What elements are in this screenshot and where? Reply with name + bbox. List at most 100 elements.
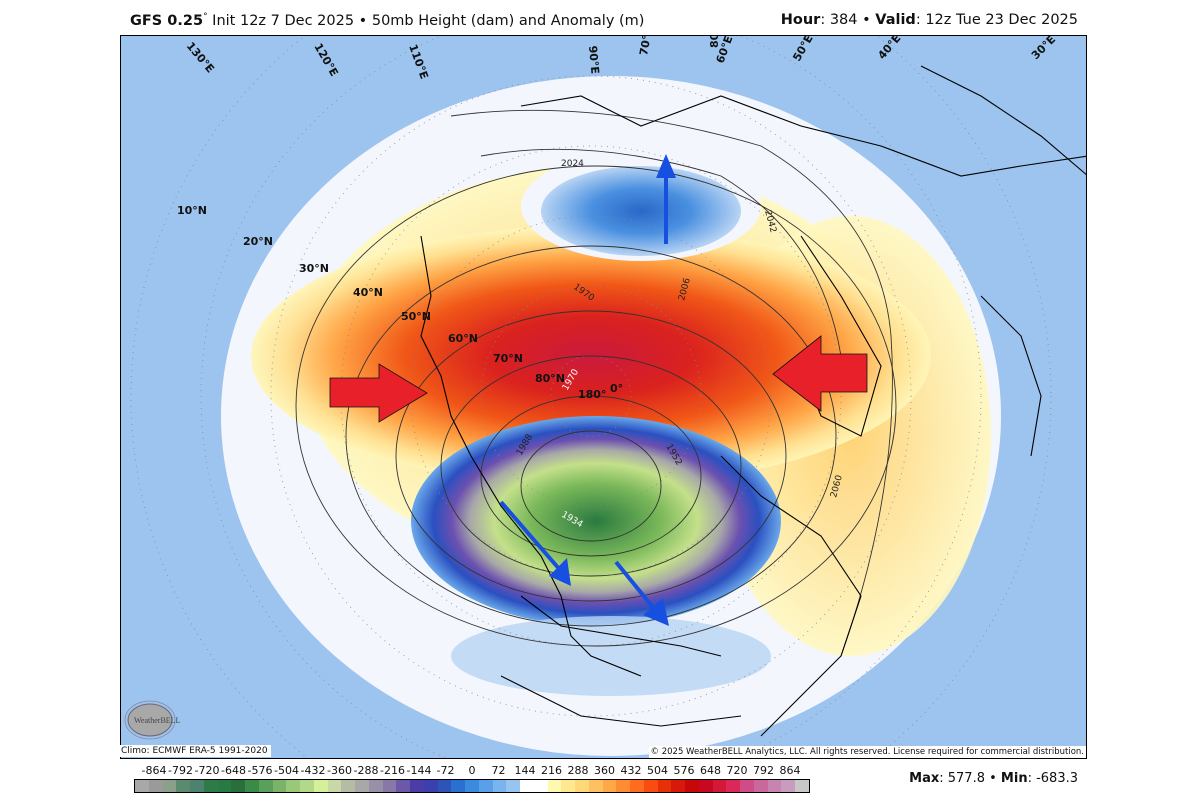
- lon-label-70e: 70°E: [637, 36, 655, 57]
- colorbar-swatch: [698, 780, 713, 792]
- colorbar-tick: 144: [514, 764, 536, 777]
- max-min-values: Max: 577.8 • Min: -683.3: [909, 771, 1078, 786]
- lon-label-80e: 80°E: [708, 36, 721, 48]
- colorbar-tick: 864: [779, 764, 801, 777]
- colorbar-swatch: [355, 780, 369, 792]
- colorbar-tick: 288: [567, 764, 589, 777]
- colorbar-tick: -792: [168, 764, 193, 777]
- colorbar-swatch: [451, 780, 465, 792]
- colorbar-swatch: [148, 780, 163, 792]
- colorbar-tick: -720: [194, 764, 220, 777]
- colorbar-swatch: [135, 780, 149, 792]
- colorbar-swatch: [217, 780, 232, 792]
- colorbar-swatch: [753, 780, 768, 792]
- colorbar-tick: -648: [221, 764, 246, 777]
- map-canvas: 10°N 20°N 30°N 40°N 50°N 60°N 70°N 80°N …: [121, 36, 1086, 758]
- colorbar-swatch: [726, 780, 740, 792]
- colorbar-swatch: [588, 780, 603, 792]
- colorbar-swatch: [437, 780, 452, 792]
- colorbar-swatch: [231, 780, 245, 792]
- colorbar-tick: 720: [726, 764, 748, 777]
- contour-label: 2024: [561, 159, 584, 169]
- colorbar-tick: 72: [491, 764, 506, 777]
- colorbar-swatch: [795, 780, 809, 792]
- lat-label-30: 30°N: [299, 262, 329, 275]
- lat-label-70: 70°N: [493, 352, 523, 365]
- lat-label-50: 50°N: [401, 310, 431, 323]
- colorbar-tick-labels: -864 -792 -720 -648 -576 -504 -432 -360 -288 -216…: [134, 764, 810, 778]
- colorbar-swatch: [478, 780, 493, 792]
- colorbar-swatch: [203, 780, 218, 792]
- colorbar-swatch: [368, 780, 383, 792]
- blue-arrow-downright-east: [614, 560, 669, 626]
- colorbar-swatch: [767, 780, 782, 792]
- colorbar-tick: 432: [620, 764, 642, 777]
- blue-arrow-downright-west: [499, 500, 571, 586]
- colorbar-tick: -432: [300, 764, 326, 777]
- colorbar-swatch: [602, 780, 617, 792]
- colorbar-tick: -72: [436, 764, 455, 777]
- red-arrow-right: [329, 363, 428, 423]
- colorbar-tick: 504: [647, 764, 668, 777]
- lat-label-40: 40°N: [353, 286, 383, 299]
- colorbar-swatch: [382, 780, 397, 792]
- init-time: Init 12z 7 Dec 2025: [207, 12, 355, 29]
- colorbar-swatch: [520, 780, 534, 792]
- colorbar-swatch: [685, 780, 699, 792]
- colorbar-tick: -864: [141, 764, 167, 777]
- colorbar-tick: 648: [700, 764, 721, 777]
- colorbar-swatch: [423, 780, 438, 792]
- colorbar-swatch: [671, 780, 685, 792]
- colorbar-swatch: [341, 780, 355, 792]
- colorbar-swatch: [245, 780, 259, 792]
- colorbar-swatch: [176, 780, 190, 792]
- map-title: GFS 0.25° Init 12z 7 Dec 2025 • 50mb Hei…: [130, 12, 645, 29]
- colorbar-swatch: [657, 780, 672, 792]
- colorbar-swatch: [258, 780, 273, 792]
- colorbar-swatch: [313, 780, 328, 792]
- model-name: GFS 0.25: [130, 12, 204, 29]
- colorbar-swatch: [781, 780, 795, 792]
- colorbar-swatch: [533, 780, 548, 792]
- max-value: : 577.8: [939, 771, 985, 786]
- lon-label-180: 180°: [578, 388, 606, 401]
- colorbar-swatch: [561, 780, 575, 792]
- logo-swirl-icon: WeatherBELL: [124, 700, 181, 740]
- colorbar-tick: 360: [594, 764, 615, 777]
- colorbar-swatch: [410, 780, 424, 792]
- lat-label-10: 10°N: [177, 204, 207, 217]
- min-value: : -683.3: [1027, 771, 1078, 786]
- weatherbell-logo: WeatherBELL: [124, 698, 219, 742]
- polar-map: 10°N 20°N 30°N 40°N 50°N 60°N 70°N 80°N …: [120, 35, 1087, 759]
- colorbar-swatch: [616, 780, 630, 792]
- colorbar-swatch: [162, 780, 177, 792]
- colorbar-swatch: [190, 780, 204, 792]
- colorbar-swatch: [712, 780, 727, 792]
- colorbar: [134, 779, 810, 793]
- climo-note: Climo: ECMWF ERA-5 1991-2020: [120, 745, 271, 757]
- lon-label-90e: 90°E: [586, 45, 601, 74]
- colorbar-swatch: [286, 780, 300, 792]
- colorbar-tick: -504: [274, 764, 299, 777]
- colorbar-swatch: [547, 780, 562, 792]
- lon-label-0: 0°: [610, 382, 623, 395]
- colorbar-tick: -576: [247, 764, 273, 777]
- valid-time: Hour: 384 • Valid: 12z Tue 23 Dec 2025: [780, 12, 1078, 28]
- blue-arrow-up: [656, 154, 676, 244]
- colorbar-tick: 792: [753, 764, 774, 777]
- colorbar-swatch: [300, 780, 314, 792]
- colorbar-tick: -360: [327, 764, 352, 777]
- colorbar-swatch: [506, 780, 520, 792]
- colorbar-tick: -288: [353, 764, 379, 777]
- product-name: 50mb Height (dam) and Anomaly (m): [371, 12, 645, 29]
- colorbar-tick: -216: [380, 764, 405, 777]
- red-arrow-left: [772, 335, 868, 412]
- copyright-note: © 2025 WeatherBELL Analytics, LLC. All r…: [648, 746, 1086, 758]
- colorbar-tick: 576: [673, 764, 695, 777]
- colorbar-tick: 0: [468, 764, 476, 777]
- colorbar-swatch: [396, 780, 410, 792]
- colorbar-swatch: [465, 780, 479, 792]
- colorbar-swatch: [575, 780, 589, 792]
- lat-label-20: 20°N: [243, 235, 273, 248]
- colorbar-swatch: [630, 780, 644, 792]
